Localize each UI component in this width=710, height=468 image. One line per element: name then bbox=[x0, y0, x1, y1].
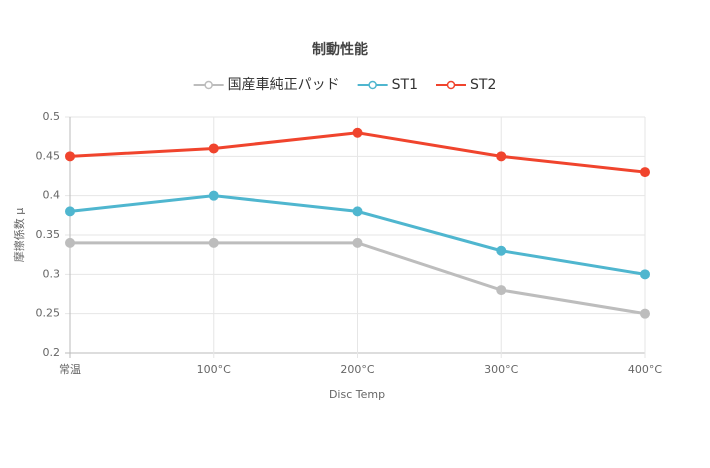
x-tick-label: 400°C bbox=[628, 363, 662, 376]
y-tick-label: 0.35 bbox=[36, 228, 61, 241]
data-point bbox=[640, 269, 650, 280]
data-point bbox=[496, 245, 507, 256]
legend-marker bbox=[204, 80, 213, 90]
x-tick-label: 300°C bbox=[484, 363, 518, 376]
data-point bbox=[352, 237, 363, 248]
data-point bbox=[352, 127, 363, 138]
data-point bbox=[65, 151, 75, 162]
x-tick-label: 100°C bbox=[197, 363, 231, 376]
x-tick-label: 常温 bbox=[59, 363, 81, 376]
data-point bbox=[65, 206, 75, 217]
data-point bbox=[640, 167, 650, 178]
data-point bbox=[65, 237, 75, 248]
legend-label: ST2 bbox=[470, 77, 496, 93]
legend-label: 国産車純正パッド bbox=[228, 76, 340, 93]
legend-label: ST1 bbox=[392, 77, 418, 93]
y-tick-label: 0.2 bbox=[43, 346, 61, 359]
x-axis-label: Disc Temp bbox=[329, 388, 385, 401]
x-tick-label: 200°C bbox=[340, 363, 374, 376]
y-axis-label: 摩擦係数 μ bbox=[12, 208, 26, 263]
legend-marker bbox=[368, 80, 377, 90]
legend-marker bbox=[446, 80, 456, 90]
data-point bbox=[496, 151, 507, 162]
chart-title: 制動性能 bbox=[312, 41, 368, 58]
data-point bbox=[640, 308, 650, 319]
data-point bbox=[352, 206, 363, 217]
y-tick-label: 0.45 bbox=[36, 149, 61, 162]
y-tick-label: 0.25 bbox=[36, 307, 61, 320]
y-tick-label: 0.3 bbox=[43, 267, 61, 280]
data-point bbox=[208, 190, 219, 201]
data-point bbox=[208, 143, 219, 154]
data-point bbox=[496, 285, 507, 296]
y-tick-label: 0.4 bbox=[43, 189, 61, 202]
y-tick-label: 0.5 bbox=[43, 110, 61, 123]
data-point bbox=[208, 237, 219, 248]
